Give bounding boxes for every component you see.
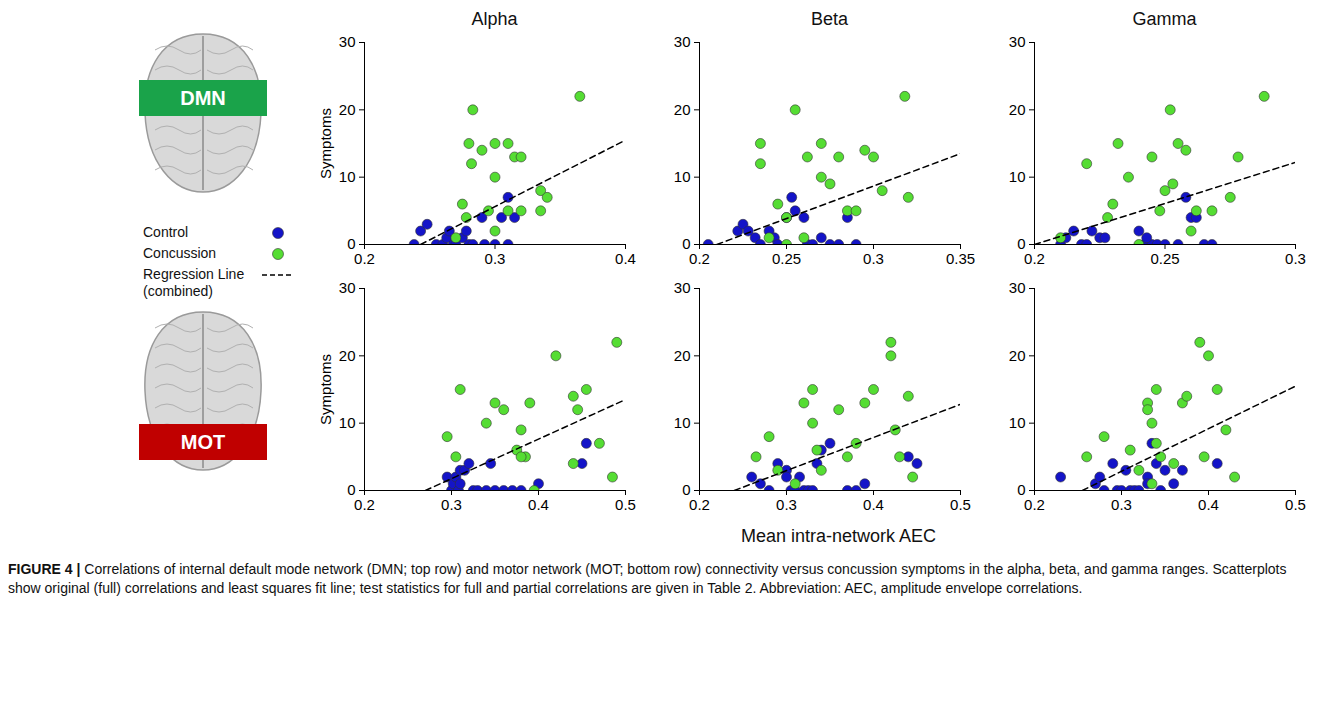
- svg-text:0: 0: [1017, 235, 1026, 253]
- svg-text:20: 20: [339, 347, 356, 364]
- svg-text:0.3: 0.3: [485, 250, 506, 267]
- svg-text:0.25: 0.25: [772, 250, 801, 267]
- svg-text:0: 0: [682, 235, 691, 253]
- svg-text:0.4: 0.4: [1198, 496, 1219, 513]
- svg-text:0: 0: [347, 235, 356, 253]
- svg-text:0: 0: [347, 481, 356, 499]
- html-text:Control: Control: [143, 224, 189, 240]
- svg-text:0.2: 0.2: [354, 496, 375, 513]
- svg-text:0.3: 0.3: [776, 496, 797, 513]
- html-text:Beta: Beta: [811, 9, 848, 29]
- svg-text:0: 0: [682, 481, 691, 499]
- svg-text:30: 30: [339, 33, 356, 50]
- svg-text:0.2: 0.2: [354, 250, 375, 267]
- svg-text:MOT: MOT: [181, 431, 225, 453]
- svg-text:0.5: 0.5: [615, 496, 636, 513]
- html-text:Regression Line (combined): Regression Line (combined): [143, 266, 245, 299]
- svg-text:0.3: 0.3: [863, 250, 884, 267]
- svg-text:0.35: 0.35: [946, 250, 975, 267]
- svg-text:Symptoms: Symptoms: [317, 354, 334, 425]
- svg-text:0.25: 0.25: [1150, 250, 1179, 267]
- svg-text:0.4: 0.4: [615, 250, 636, 267]
- svg-text:0.3: 0.3: [1111, 496, 1132, 513]
- html-text:Mean intra-network AEC: Mean intra-network AEC: [741, 526, 936, 546]
- svg-text:20: 20: [339, 101, 356, 118]
- svg-text:20: 20: [674, 101, 691, 118]
- svg-text:10: 10: [339, 168, 356, 185]
- svg-text:10: 10: [339, 414, 356, 431]
- svg-text:0.2: 0.2: [1024, 250, 1045, 267]
- svg-text:20: 20: [1009, 101, 1026, 118]
- svg-text:30: 30: [339, 279, 356, 296]
- html-text:Concussion: Concussion: [143, 245, 217, 261]
- svg-text:DMN: DMN: [180, 87, 226, 109]
- svg-text:0.2: 0.2: [689, 496, 710, 513]
- svg-text:0.3: 0.3: [441, 496, 462, 513]
- html-text:Gamma: Gamma: [1132, 9, 1197, 29]
- svg-text:30: 30: [1009, 33, 1026, 50]
- svg-text:0.2: 0.2: [1024, 496, 1045, 513]
- svg-text:20: 20: [674, 347, 691, 364]
- svg-text:0.3: 0.3: [1285, 250, 1306, 267]
- svg-text:30: 30: [1009, 279, 1026, 296]
- svg-text:30: 30: [674, 279, 691, 296]
- svg-text:30: 30: [674, 33, 691, 50]
- svg-text:10: 10: [1009, 168, 1026, 185]
- svg-text:0.5: 0.5: [1285, 496, 1306, 513]
- svg-text:0.2: 0.2: [689, 250, 710, 267]
- svg-text:0.5: 0.5: [950, 496, 971, 513]
- svg-text:10: 10: [1009, 414, 1026, 431]
- svg-text:10: 10: [674, 168, 691, 185]
- svg-text:10: 10: [674, 414, 691, 431]
- svg-text:0.4: 0.4: [863, 496, 884, 513]
- svg-text:0: 0: [1017, 481, 1026, 499]
- svg-text:20: 20: [1009, 347, 1026, 364]
- svg-text:0.4: 0.4: [528, 496, 549, 513]
- html-text:Alpha: Alpha: [471, 9, 518, 29]
- svg-text:Symptoms: Symptoms: [317, 108, 334, 179]
- html-text:FIGURE 4 | Correlations of int: FIGURE 4 | Correlations of internal defa…: [8, 561, 1287, 596]
